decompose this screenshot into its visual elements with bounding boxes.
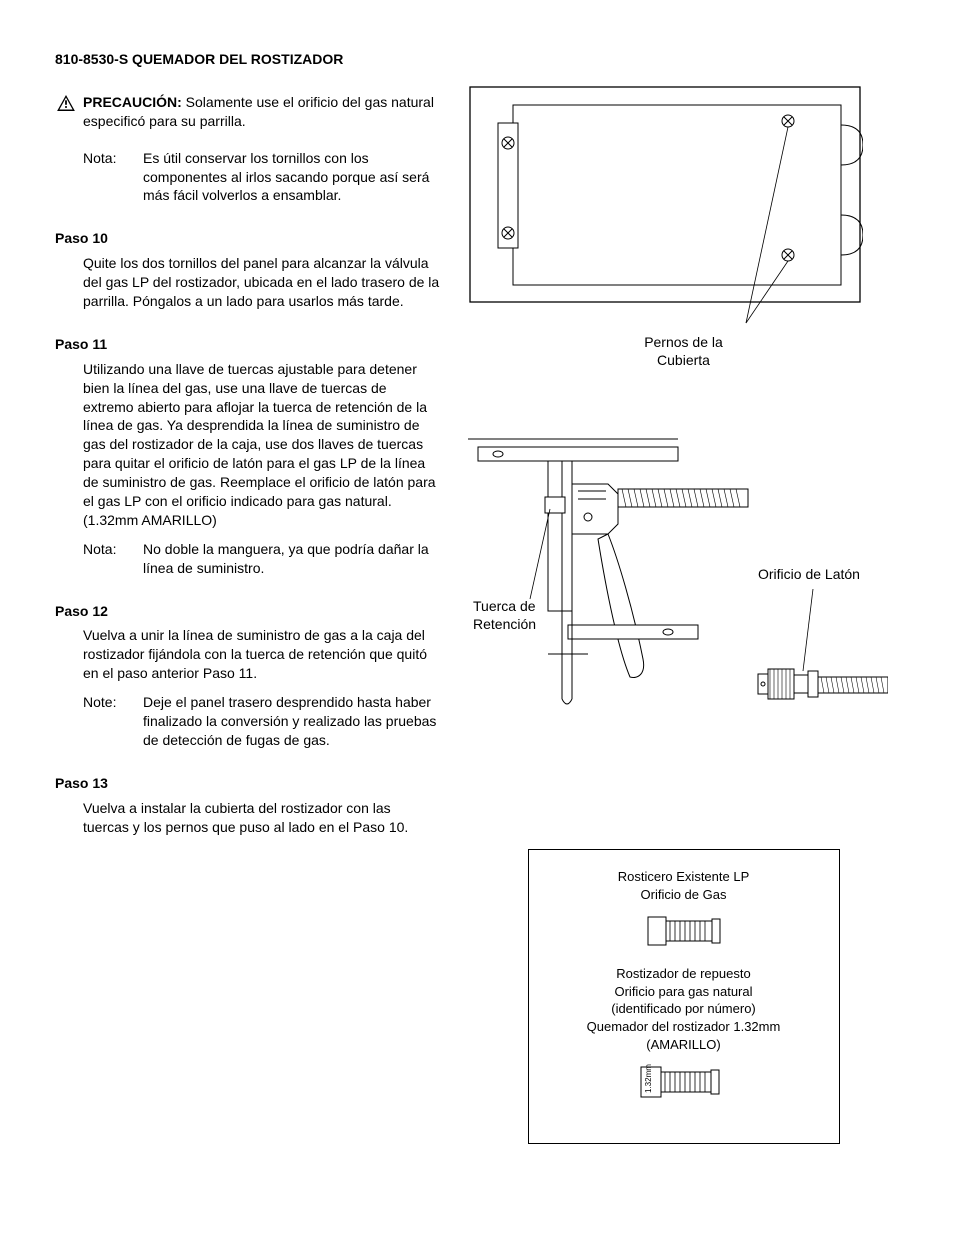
caution-label: PRECAUCIÓN: [83, 94, 182, 110]
top-note: Nota: Es útil conservar los tornillos co… [83, 149, 440, 206]
note-text: Deje el panel trasero desprendido hasta … [143, 693, 440, 750]
fig3-line: (identificado por número) [539, 1000, 829, 1018]
svg-text:1.32mm: 1.32mm [644, 1064, 653, 1093]
step-body: Utilizando una llave de tuercas ajustabl… [83, 360, 440, 530]
fig3-line: (AMARILLO) [539, 1036, 829, 1054]
warning-icon [57, 95, 75, 111]
note-text: No doble la manguera, ya que podría daña… [143, 540, 440, 578]
note-label: Nota: [83, 540, 143, 578]
page-title: 810-8530-S QUEMADOR DEL ROSTIZADOR [55, 50, 899, 69]
fig3-line: Quemador del rostizador 1.32mm [539, 1018, 829, 1036]
svg-text:Orificio de Latón: Orificio de Latón [758, 566, 860, 582]
figure-retention-nut: Tuerca de Retención [468, 429, 899, 759]
caution-block: PRECAUCIÓN: Solamente use el orificio de… [83, 93, 440, 131]
orifice-icon [646, 911, 722, 951]
fig3-line: Orificio de Gas [539, 886, 829, 904]
fig3-line: Rostizador de repuesto [539, 965, 829, 983]
figure-column: Pernos de la Cubierta [468, 93, 899, 1144]
step-body: Quite los dos tornillos del panel para a… [83, 254, 440, 311]
text-column: PRECAUCIÓN: Solamente use el orificio de… [55, 93, 440, 847]
figure-cover-bolts: Pernos de la Cubierta [468, 85, 899, 369]
step-title: Paso 10 [55, 229, 440, 248]
step-body: Vuelva a instalar la cubierta del rostiz… [83, 799, 440, 837]
step-body: Vuelva a unir la línea de suministro de … [83, 626, 440, 683]
fig3-line: Rosticero Existente LP [539, 868, 829, 886]
note-label: Nota: [83, 149, 143, 206]
note-label: Note: [83, 693, 143, 750]
svg-text:Retención: Retención [473, 616, 536, 632]
figure-caption: Pernos de la Cubierta [468, 333, 899, 369]
step-note: Nota: No doble la manguera, ya que podrí… [83, 540, 440, 578]
figure-orifice-box: Rosticero Existente LP Orificio de Gas [528, 849, 840, 1144]
svg-text:Tuerca de: Tuerca de [473, 598, 536, 614]
step-note: Note: Deje el panel trasero desprendido … [83, 693, 440, 750]
fig3-line: Orificio para gas natural [539, 983, 829, 1001]
step-title: Paso 11 [55, 335, 440, 354]
orifice-labeled-icon: 1.32mm [639, 1061, 729, 1103]
step-title: Paso 13 [55, 774, 440, 793]
step-title: Paso 12 [55, 602, 440, 621]
note-text: Es útil conservar los tornillos con los … [143, 149, 440, 206]
